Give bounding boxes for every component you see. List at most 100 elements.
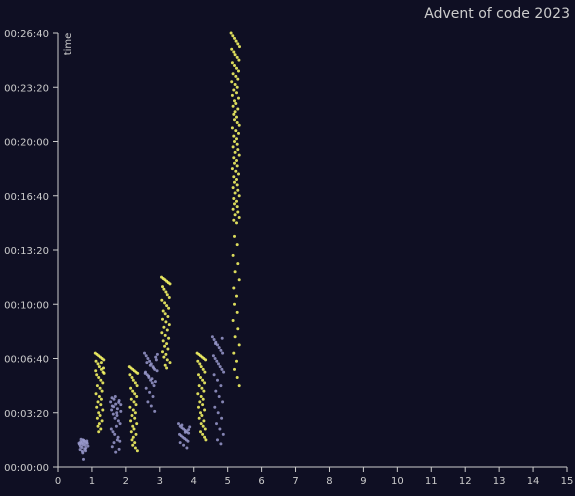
data-point: [111, 412, 115, 416]
data-point: [99, 378, 103, 382]
data-point: [132, 400, 136, 404]
data-point: [235, 243, 239, 247]
data-point: [237, 123, 241, 127]
data-point: [232, 175, 236, 179]
data-point: [214, 342, 217, 346]
data-point: [146, 400, 150, 404]
data-point: [99, 361, 103, 365]
x-tick-label: 1: [89, 476, 95, 487]
data-point: [236, 262, 240, 266]
data-point: [131, 424, 135, 428]
data-point: [199, 411, 202, 415]
data-point: [217, 346, 221, 350]
data-point: [164, 320, 168, 324]
data-point: [102, 371, 106, 375]
data-point: [236, 210, 240, 214]
data-point: [234, 102, 238, 105]
data-point: [234, 169, 238, 173]
data-point: [186, 439, 190, 443]
data-point: [182, 443, 186, 447]
y-tick-label: 00:00:00: [4, 463, 49, 474]
data-point: [236, 77, 240, 81]
data-point: [200, 386, 204, 390]
data-point: [100, 389, 104, 393]
x-tick-label: 14: [527, 476, 540, 487]
data-point: [201, 424, 205, 428]
data-point: [86, 444, 90, 448]
data-point: [133, 441, 137, 445]
data-point: [185, 446, 189, 450]
data-point: [203, 408, 207, 412]
data-point: [154, 358, 158, 362]
x-tick-label: 15: [561, 476, 574, 487]
data-point: [187, 431, 191, 435]
data-point: [168, 282, 172, 286]
data-point: [163, 344, 167, 348]
data-point: [134, 403, 138, 407]
data-point: [237, 131, 240, 135]
data-point: [233, 191, 237, 195]
data-point: [148, 390, 152, 394]
data-point: [236, 148, 240, 152]
data-point: [83, 443, 87, 447]
data-point: [95, 384, 99, 388]
data-point: [117, 447, 121, 451]
x-tick-label: 2: [123, 476, 129, 487]
data-point: [235, 66, 238, 70]
x-tick-label: 10: [391, 476, 404, 487]
data-point: [135, 449, 139, 453]
data-point: [163, 363, 167, 367]
x-axis: 0 1 2 3 4 5 6 7 8 9 10 11 12 13 14 15: [55, 466, 574, 487]
data-point: [133, 416, 137, 420]
data-point: [146, 357, 150, 360]
data-point: [129, 386, 133, 390]
data-point: [130, 414, 134, 417]
data-point: [114, 424, 118, 428]
data-point: [234, 74, 238, 78]
data-point: [165, 328, 169, 332]
data-point: [201, 367, 205, 371]
data-point: [152, 366, 156, 370]
data-point: [233, 180, 236, 184]
data-point: [84, 449, 87, 453]
data-point: [232, 351, 236, 355]
data-point: [115, 411, 119, 415]
plot-area: [77, 31, 241, 461]
data-point: [147, 374, 151, 378]
data-point: [97, 365, 101, 369]
data-point: [109, 427, 113, 431]
data-point: [85, 439, 89, 443]
data-point: [161, 285, 164, 289]
data-point: [118, 422, 122, 426]
data-point: [235, 91, 238, 95]
data-point: [199, 365, 203, 369]
data-point: [97, 376, 101, 379]
data-point: [133, 381, 137, 385]
data-point: [221, 400, 225, 404]
data-point: [233, 367, 236, 371]
data-point: [230, 93, 234, 97]
data-point: [119, 403, 123, 407]
y-tick-label: 00:03:20: [4, 409, 49, 420]
data-point: [235, 55, 239, 59]
data-point: [235, 142, 239, 146]
data-point: [233, 302, 236, 306]
data-point: [235, 376, 239, 379]
series-1: [93, 31, 241, 453]
data-point: [111, 430, 115, 434]
data-point: [219, 384, 223, 388]
data-point: [233, 53, 237, 57]
data-point: [233, 213, 237, 217]
data-point: [155, 352, 159, 356]
data-point: [235, 164, 239, 168]
data-point: [199, 430, 202, 434]
data-point: [132, 427, 136, 431]
data-point: [102, 366, 105, 370]
y-tick-label: 00:26:40: [4, 29, 49, 40]
data-point: [119, 409, 123, 413]
data-point: [232, 112, 236, 116]
data-point: [233, 150, 237, 154]
data-point: [165, 358, 169, 362]
data-point: [117, 400, 121, 404]
data-point: [188, 425, 192, 429]
